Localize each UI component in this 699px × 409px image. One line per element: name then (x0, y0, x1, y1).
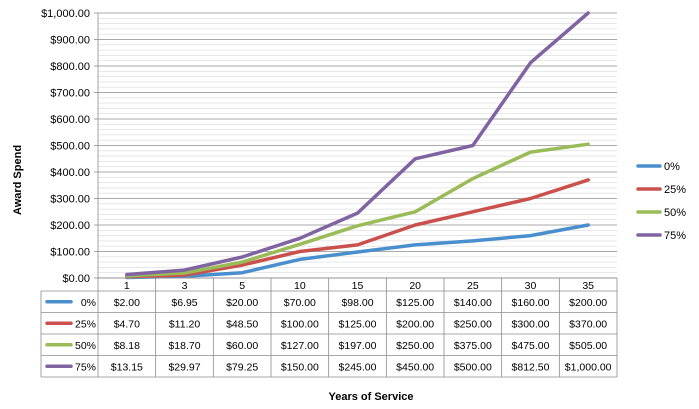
y-axis-title: Award Spend (12, 145, 24, 215)
data-label: $300.00 (512, 318, 550, 330)
data-label: $48.50 (226, 318, 258, 330)
data-label: $11.20 (169, 318, 200, 330)
x-axis: 1 3 5 10 15 20 25 30 35 (124, 280, 594, 292)
x-tick-label: 25 (467, 280, 479, 292)
x-tick-label: 35 (582, 280, 594, 292)
x-tick-label: 15 (352, 280, 364, 292)
x-tick-label: 20 (409, 280, 421, 292)
series-line (125, 11, 590, 277)
data-label: $500.00 (454, 361, 492, 373)
data-label: $125.00 (339, 318, 377, 330)
series-line (125, 142, 590, 278)
data-label: $250.00 (396, 340, 434, 352)
legend-label: 0% (664, 161, 680, 173)
data-label: $29.97 (168, 361, 200, 373)
table-row-label: 50% (75, 340, 96, 352)
data-table: 0% $2.00 $6.95 $20.00 $70.00 $98.00 $125.00 $14… (40, 277, 618, 378)
series-line (125, 178, 590, 279)
y-tick-label: $600.00 (50, 114, 90, 126)
y-tick-label: $500.00 (50, 141, 90, 153)
x-tick-label: 30 (525, 280, 537, 292)
x-tick-label: 1 (124, 280, 130, 292)
data-label: $150.00 (281, 361, 319, 373)
data-label: $79.25 (226, 361, 258, 373)
data-label: $1,000.00 (565, 361, 612, 373)
data-label: $60.00 (226, 340, 258, 352)
y-tick-label: $800.00 (50, 61, 90, 73)
data-label: $140.00 (454, 297, 492, 309)
series-line (125, 223, 590, 280)
table-row-label: 75% (75, 361, 96, 373)
data-label: $100.00 (281, 318, 319, 330)
y-tick-label: $700.00 (50, 88, 90, 100)
data-label: $200.00 (569, 297, 607, 309)
data-label: $8.18 (114, 340, 140, 352)
y-axis: $0.00 $100.00 $200.00 $300.00 $400.00 $500.00… (41, 8, 99, 285)
data-label: $250.00 (454, 318, 492, 330)
data-label: $197.00 (339, 340, 377, 352)
y-tick-label: $900.00 (50, 35, 90, 47)
y-tick-label: $0.00 (62, 273, 90, 285)
data-label: $98.00 (341, 297, 373, 309)
gridlines (98, 12, 617, 279)
legend-label: 50% (664, 207, 686, 219)
table-row-label: 0% (81, 297, 96, 309)
x-tick-label: 3 (182, 280, 188, 292)
data-label: $13.15 (111, 361, 143, 373)
data-label: $125.00 (396, 297, 434, 309)
data-label: $127.00 (281, 340, 319, 352)
data-label: $4.70 (114, 318, 140, 330)
series-lines (125, 11, 590, 280)
legend-label: 25% (664, 184, 686, 196)
data-label: $475.00 (512, 340, 550, 352)
legend: 0% 25% 50% 75% (636, 161, 686, 242)
legend-label: 75% (664, 230, 686, 242)
data-label: $450.00 (396, 361, 434, 373)
data-label: $812.50 (512, 361, 550, 373)
data-label: $6.95 (171, 297, 197, 309)
x-tick-label: 10 (294, 280, 306, 292)
y-tick-label: $300.00 (50, 194, 90, 206)
data-label: $505.00 (569, 340, 607, 352)
y-tick-label: $400.00 (50, 167, 90, 179)
y-tick-label: $1,000.00 (41, 8, 90, 20)
data-label: $20.00 (226, 297, 258, 309)
x-axis-title: Years of Service (328, 391, 413, 403)
data-label: $245.00 (339, 361, 377, 373)
data-label: $18.70 (168, 340, 200, 352)
y-tick-label: $200.00 (50, 220, 90, 232)
data-label: $375.00 (454, 340, 492, 352)
data-label: $370.00 (569, 318, 607, 330)
y-tick-label: $100.00 (50, 247, 90, 259)
data-label: $2.00 (114, 297, 140, 309)
x-tick-label: 5 (239, 280, 245, 292)
data-label: $70.00 (284, 297, 316, 309)
table-row-label: 25% (75, 318, 96, 330)
data-label: $200.00 (396, 318, 434, 330)
data-label: $160.00 (512, 297, 550, 309)
